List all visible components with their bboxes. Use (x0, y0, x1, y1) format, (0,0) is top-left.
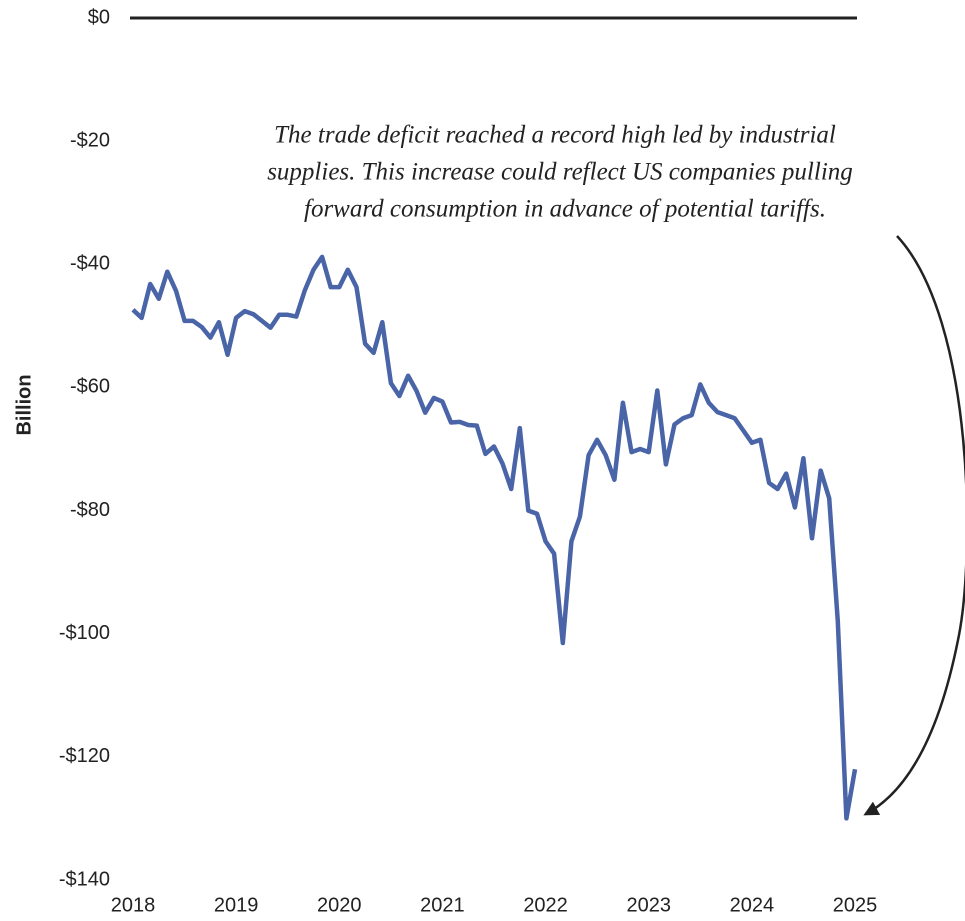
y-tick-label: -$80 (70, 499, 110, 521)
x-tick-label: 2021 (420, 894, 465, 916)
annotation: forward consumption in advance of potent… (304, 196, 826, 223)
x-tick-label: 2024 (730, 894, 775, 916)
y-tick-label: -$100 (59, 622, 110, 644)
x-tick-label: 2020 (317, 894, 362, 916)
y-tick-label: $0 (88, 6, 110, 28)
annotation-arrow (863, 235, 965, 816)
x-tick-label: 2023 (626, 894, 671, 916)
x-tick-label: 2022 (523, 894, 568, 916)
y-tick-label: -$140 (59, 868, 110, 890)
y-tick-label: -$40 (70, 253, 110, 275)
x-tick-label: 2018 (111, 894, 156, 916)
x-tick-label: 2025 (833, 894, 878, 916)
data-line (131, 254, 858, 821)
x-tick-label: 2019 (214, 894, 259, 916)
y-tick-label: -$20 (70, 129, 110, 151)
y-axis-label: Billion (13, 374, 35, 435)
y-tick-label: -$120 (59, 745, 110, 767)
annotation: supplies. This increase could reflect US… (267, 159, 853, 186)
y-tick-label: -$60 (70, 376, 110, 398)
annotation: The trade deficit reached a record high … (274, 122, 836, 149)
